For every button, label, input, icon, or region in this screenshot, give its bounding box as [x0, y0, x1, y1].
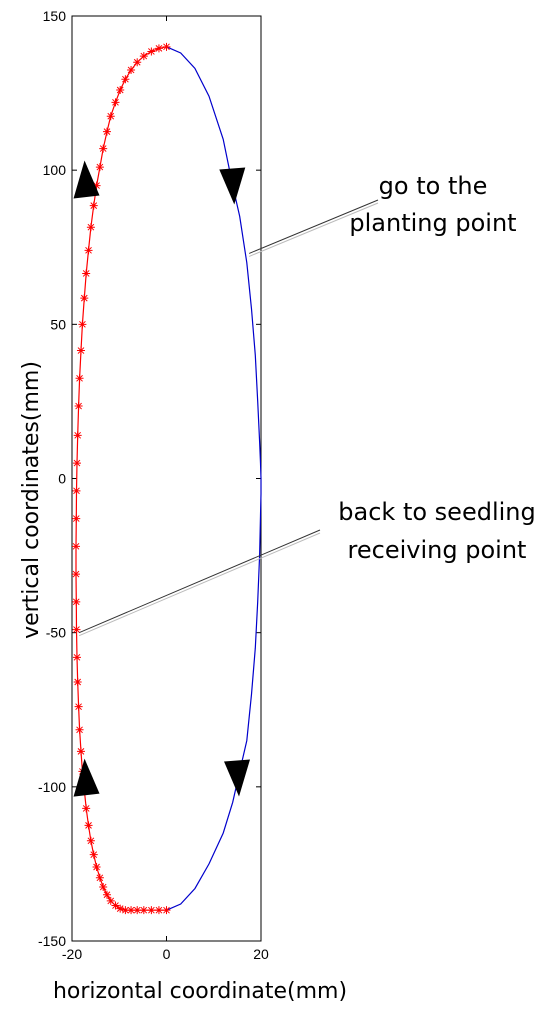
series-point-marker — [78, 320, 87, 329]
axis-ticks: 150 100 50 0 -50 -100 -150-20 0 20 — [38, 8, 269, 962]
series-point-marker — [139, 52, 148, 61]
series-point-marker — [95, 873, 104, 882]
series-point-marker — [154, 906, 163, 915]
series-point-marker — [92, 181, 101, 190]
series-point-marker — [111, 98, 120, 107]
x-tick-label: 20 — [253, 946, 269, 962]
annotation-text-line: planting point — [349, 209, 516, 237]
series-point-marker — [139, 906, 148, 915]
direction-arrow-down — [219, 167, 246, 205]
series-point-marker — [162, 906, 171, 915]
series-point-marker — [72, 625, 81, 634]
series-point-marker — [73, 431, 82, 440]
series-point-marker — [72, 486, 81, 495]
series-point-marker — [116, 86, 125, 94]
series-point-marker — [99, 883, 108, 892]
series-point-marker — [84, 821, 93, 830]
y-tick-label: -100 — [38, 779, 66, 795]
series-point-marker — [111, 901, 120, 910]
series-point-marker — [106, 896, 115, 905]
direction-arrow-up — [73, 160, 100, 199]
series-point-marker — [76, 747, 85, 756]
y-tick-label: 100 — [43, 162, 67, 178]
series-point-marker — [72, 459, 81, 468]
x-axis-label: horizontal coordinate(mm) — [53, 979, 347, 1004]
series-point-marker — [127, 906, 136, 915]
series-point-marker — [74, 402, 83, 411]
series-point-marker — [72, 542, 81, 551]
series-point-marker — [72, 653, 81, 662]
series-point-marker — [80, 294, 89, 303]
y-tick-label: -150 — [38, 933, 66, 949]
series-point-marker — [72, 514, 81, 523]
annotation-text-line: receiving point — [348, 536, 527, 564]
y-axis-label: vertical coordinates(mm) — [19, 361, 44, 639]
series-point-marker — [154, 44, 163, 53]
series-point-marker — [72, 597, 81, 606]
series-point-marker — [73, 678, 82, 686]
series-point-marker — [74, 702, 83, 711]
series-point-marker — [82, 269, 91, 278]
series-point-marker — [147, 47, 156, 56]
series-line-0 — [166, 46, 262, 911]
series-point-marker — [102, 127, 111, 136]
series-point-marker — [89, 201, 98, 210]
annotations: go to the planting point back to seedling r… — [78, 172, 536, 637]
series-point-marker — [121, 75, 130, 84]
series-point-marker — [75, 725, 84, 734]
series-point-marker — [102, 890, 111, 899]
y-tick-label: -50 — [46, 625, 66, 641]
series-point-marker — [75, 374, 84, 383]
annotation-text-line: go to the — [379, 172, 488, 200]
direction-arrows — [73, 160, 251, 797]
x-tick-label: 0 — [163, 946, 171, 962]
annotation-text-line: back to seedling — [338, 498, 535, 526]
series-point-marker — [121, 906, 130, 915]
series-point-marker — [86, 223, 95, 232]
direction-arrow-down — [224, 759, 251, 797]
series-point-marker — [106, 112, 115, 121]
annotation-leader-line — [78, 529, 321, 634]
series-point-marker — [133, 58, 142, 67]
series-point-marker — [82, 804, 91, 813]
annotation-leader-shadow — [248, 202, 379, 257]
x-tick-label: -20 — [62, 946, 82, 962]
series-point-marker — [127, 65, 136, 74]
series-point-marker — [86, 836, 95, 845]
annotation-leader-line — [248, 199, 379, 254]
series-point-marker — [84, 246, 93, 255]
series-point-marker — [116, 904, 125, 913]
series-point-marker — [72, 570, 81, 579]
series-point-marker — [162, 42, 171, 51]
series-point-marker — [95, 163, 104, 172]
annotation-leader-shadow — [78, 532, 321, 637]
y-tick-label: 150 — [43, 8, 67, 24]
series-point-marker — [147, 906, 156, 915]
series-point-marker — [89, 850, 98, 859]
y-tick-label: 50 — [50, 316, 66, 332]
series-point-marker — [92, 863, 101, 871]
direction-arrow-up — [73, 758, 100, 797]
series-point-marker — [76, 346, 85, 355]
y-tick-label: 0 — [58, 471, 66, 487]
series-layer — [72, 42, 262, 915]
series-point-marker — [133, 906, 142, 915]
series-point-marker — [99, 144, 108, 153]
